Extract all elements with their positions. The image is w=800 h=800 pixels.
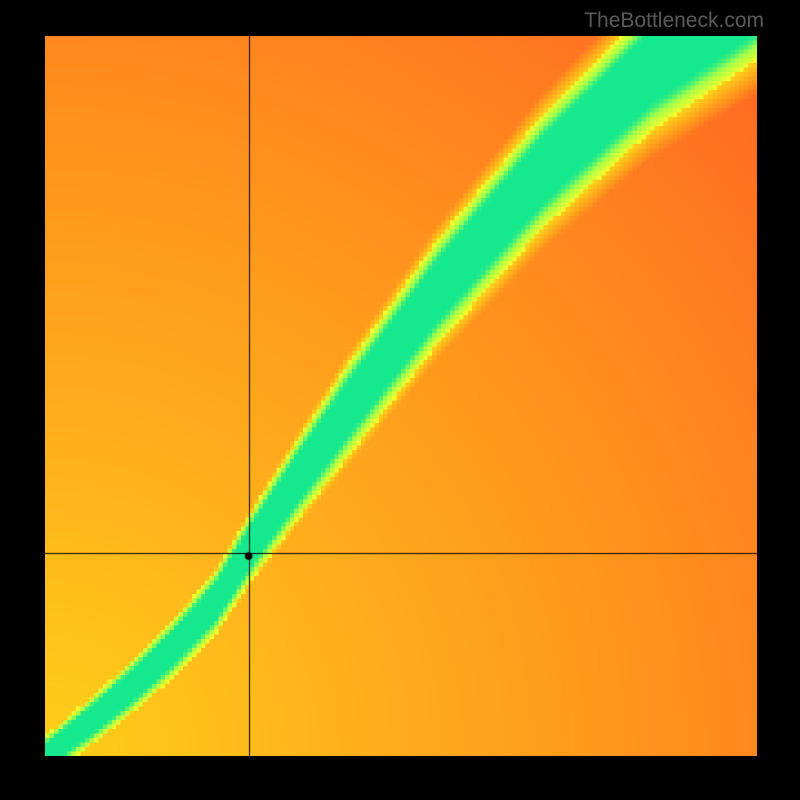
bottleneck-heatmap (45, 36, 757, 756)
watermark-text: TheBottleneck.com (584, 9, 764, 33)
chart-stage: TheBottleneck.com (0, 0, 800, 800)
